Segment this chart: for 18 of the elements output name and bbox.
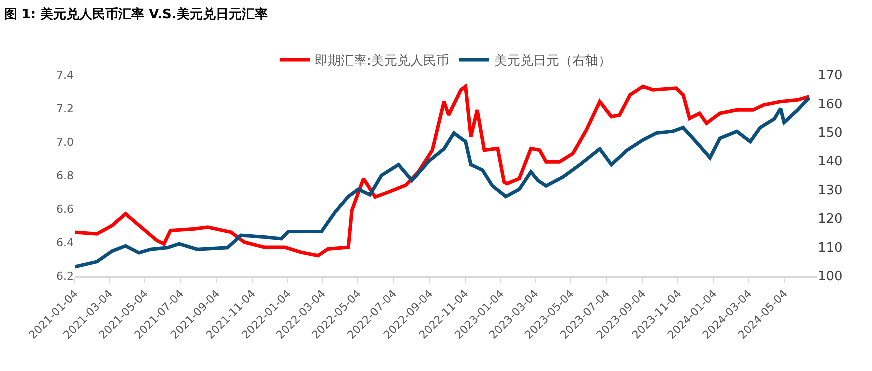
y-tick-label: 6.8: [56, 169, 74, 182]
y2-tick-label: 140: [818, 154, 843, 170]
legend-label: 即期汇率:美元兑人民币: [315, 53, 450, 70]
y2-tick-label: 160: [818, 97, 843, 112]
y-tick-label: 6.6: [56, 202, 74, 216]
y-tick-label: 6.4: [56, 236, 74, 250]
y-tick-label: 7.0: [56, 136, 74, 149]
y2-tick-label: 130: [818, 183, 843, 198]
chart-title: 图 1: 美元兑人民币汇率 V.S.美元兑日元汇率: [4, 6, 268, 22]
y2-tick-label: 120: [818, 212, 843, 228]
legend-label: 美元兑日元（右轴）: [494, 53, 612, 70]
y2-tick-label: 170: [818, 68, 843, 84]
y-tick-label: 7.4: [56, 68, 74, 82]
y2-tick-label: 150: [818, 126, 843, 141]
y2-tick-label: 100: [818, 270, 843, 285]
y2-tick-label: 110: [818, 240, 843, 256]
y-tick-label: 7.2: [56, 102, 74, 116]
y-tick-label: 6.2: [56, 270, 74, 283]
